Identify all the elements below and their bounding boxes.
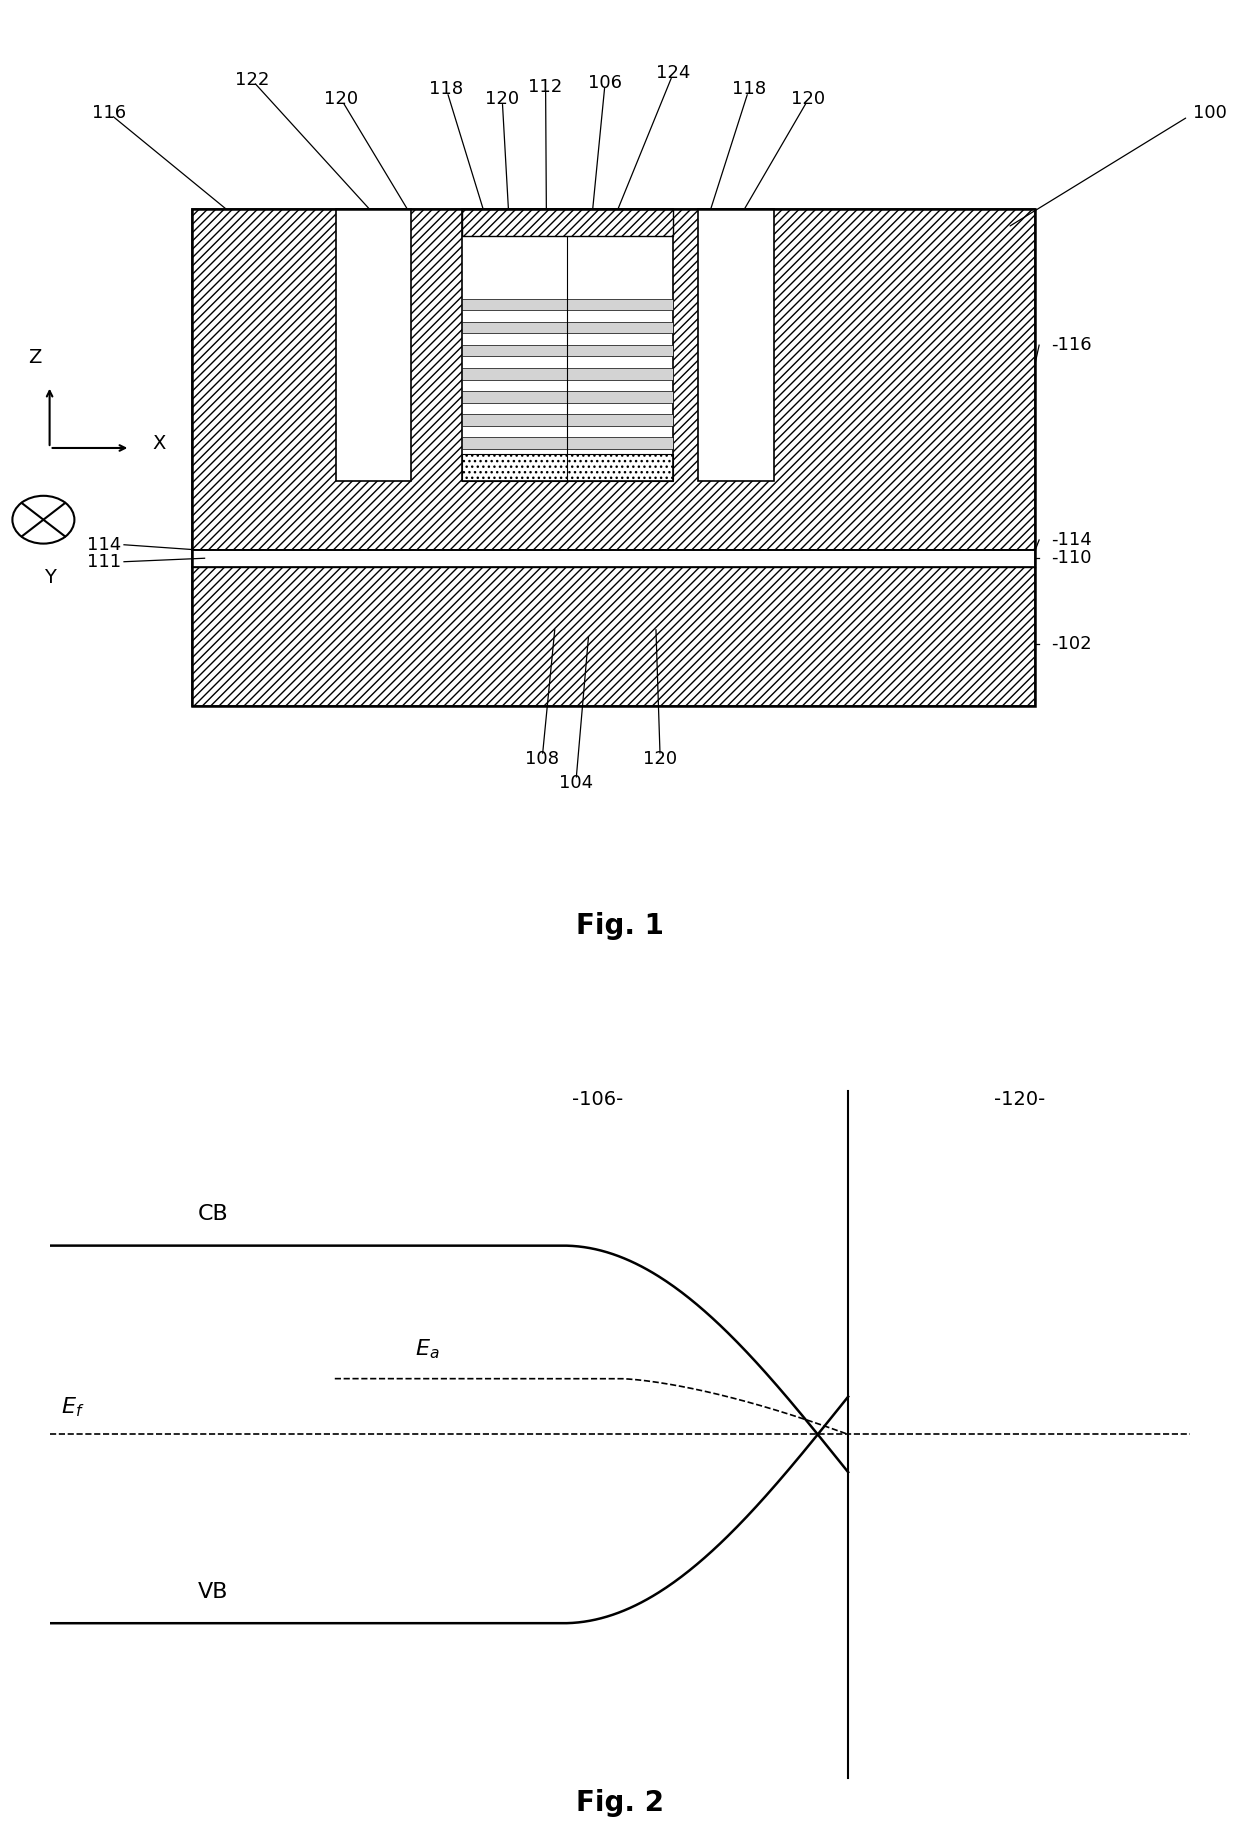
Text: Y: Y [43,568,56,587]
Text: 118: 118 [429,81,464,97]
Text: CB: CB [198,1205,228,1225]
Text: 124: 124 [656,64,691,83]
Bar [463,438,673,449]
Bar [463,346,673,357]
Text: Fig. 1: Fig. 1 [577,912,663,940]
Text: $E_a$: $E_a$ [414,1339,439,1361]
Text: 100: 100 [1193,105,1226,121]
Text: VB: VB [198,1582,228,1602]
Bar [463,322,673,333]
Bar [463,298,673,311]
Bar [463,454,673,482]
Text: -116: -116 [1052,337,1092,355]
Text: -106-: -106- [572,1091,622,1109]
Text: 112: 112 [528,77,563,96]
Bar [463,210,673,482]
Bar [698,210,774,482]
Text: 120: 120 [324,90,358,109]
Text: Fig. 2: Fig. 2 [577,1789,663,1817]
Text: -110: -110 [1052,550,1092,566]
Text: 116: 116 [92,105,126,121]
Text: -102: -102 [1052,634,1092,653]
Bar [192,566,1035,706]
Text: -114: -114 [1052,531,1092,550]
Bar [347,217,401,476]
Text: Z: Z [29,348,41,366]
Text: 106: 106 [588,74,622,92]
Bar [463,210,673,235]
Text: $E_f$: $E_f$ [61,1396,84,1420]
Text: 118: 118 [732,81,766,97]
Text: -120-: -120- [993,1091,1045,1109]
Text: 108: 108 [525,750,559,767]
Text: X: X [153,434,166,452]
Bar [192,210,1035,706]
Bar [192,210,1035,550]
Bar [463,414,673,425]
Text: 120: 120 [485,90,520,109]
Text: 122: 122 [234,72,269,88]
Text: 114: 114 [87,535,122,554]
Text: 120: 120 [644,750,677,767]
Bar [192,550,1035,566]
Text: 111: 111 [87,554,122,570]
Text: 120: 120 [791,90,826,109]
Text: 104: 104 [559,774,593,791]
Bar [336,210,412,482]
Bar [463,368,673,379]
Bar [463,392,673,403]
